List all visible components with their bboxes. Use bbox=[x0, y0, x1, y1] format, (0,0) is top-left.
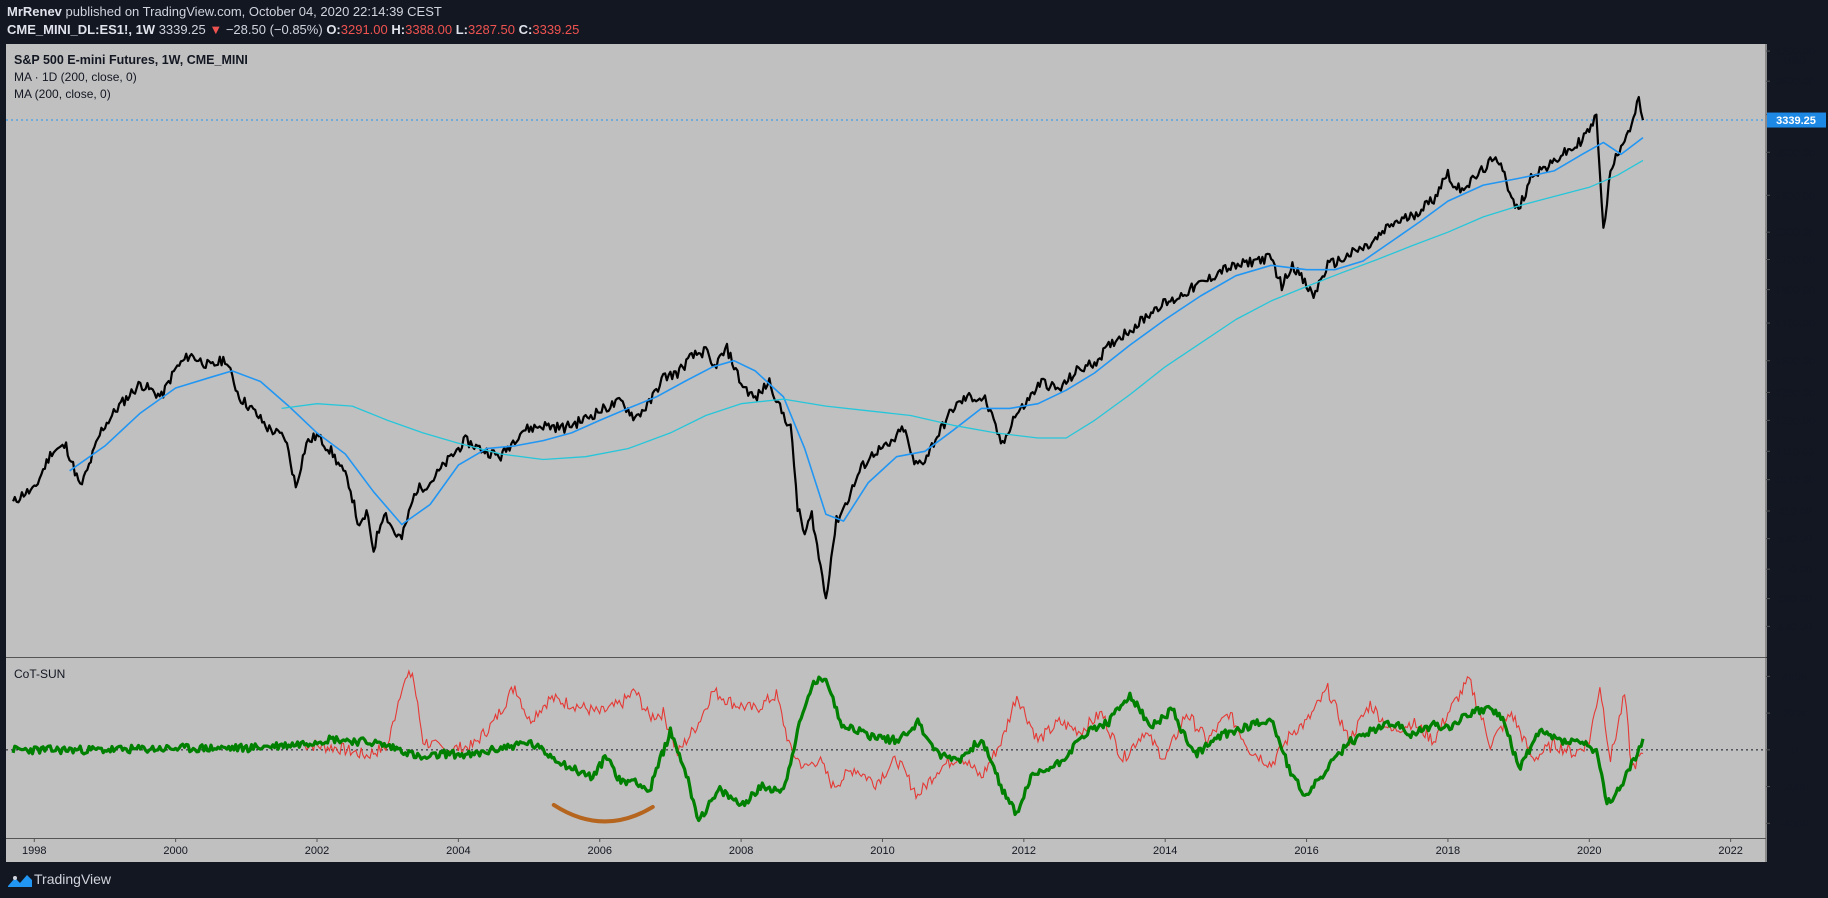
price-axis-ticks: 4200.003800.003400.003000.002600.002300.… bbox=[1766, 46, 1815, 633]
time-tick-label-11: 2020 bbox=[1577, 845, 1601, 857]
price-tick-label-15: 830.00 bbox=[1778, 534, 1812, 546]
price-tick-label-6: 2100.00 bbox=[1775, 255, 1815, 267]
price-tick-label-16: 750.00 bbox=[1778, 564, 1812, 576]
price-tick-label-0: 4200.00 bbox=[1775, 46, 1815, 58]
cot-tick-label-4: -400K bbox=[1780, 818, 1810, 830]
low-value: 3287.50 bbox=[468, 22, 516, 37]
price-series-group bbox=[12, 95, 1645, 600]
cot-title: CoT-SUN bbox=[14, 667, 65, 681]
price-series-line-2 bbox=[281, 159, 1644, 461]
cot-axis-ticks: 400K 200K 0 -200K -400K bbox=[1766, 671, 1810, 830]
header-bar: MrRenev published on TradingView.com, Oc… bbox=[0, 0, 1828, 44]
cot-tick-label-0: 400K bbox=[1782, 671, 1808, 683]
legend-ma-200: MA (200, close, 0) bbox=[14, 87, 111, 101]
price-tick-label-13: 1010.00 bbox=[1775, 475, 1815, 487]
price-tick-label-11: 1230.00 bbox=[1775, 415, 1815, 427]
published-text: published on TradingView.com, October 04… bbox=[65, 4, 442, 19]
close-label: C: bbox=[518, 22, 533, 37]
time-tick-label-6: 2010 bbox=[870, 845, 894, 857]
price-series-line-1 bbox=[69, 136, 1644, 526]
last-price: 3339.25 bbox=[158, 22, 206, 37]
price-tick-label-7: 1900.00 bbox=[1775, 285, 1815, 297]
down-arrow-icon: ▼ bbox=[209, 22, 223, 37]
publish-info: MrRenev published on TradingView.com, Oc… bbox=[7, 4, 442, 19]
chart-title: S&P 500 E-mini Futures, 1W, CME_MINI bbox=[14, 53, 248, 67]
cot-green-line bbox=[11, 675, 1645, 823]
time-axis-ticks: 1998 2000 2002 2004 2006 2008 2010 2012 2014 2016… bbox=[22, 838, 1743, 857]
time-axis[interactable] bbox=[6, 838, 1767, 862]
time-tick-label-2: 2002 bbox=[305, 845, 329, 857]
price-tick-label-8: 1700.00 bbox=[1775, 318, 1815, 330]
price-tick-label-10: 1350.00 bbox=[1775, 387, 1815, 399]
price-tick-label-12: 1110.00 bbox=[1776, 446, 1814, 458]
open-value: 3291.00 bbox=[340, 22, 388, 37]
time-tick-label-3: 2004 bbox=[446, 845, 470, 857]
price-tick-label-14: 910.00 bbox=[1778, 506, 1812, 518]
tradingview-logo-icon[interactable] bbox=[7, 871, 33, 889]
high-label: H: bbox=[391, 22, 406, 37]
symbol-info: CME_MINI_DL:ES1!, 1W 3339.25 ▼ −28.50 (−… bbox=[7, 22, 579, 37]
open-label: O: bbox=[326, 22, 341, 37]
cot-series-group bbox=[11, 669, 1645, 823]
price-tick-label-1: 3800.00 bbox=[1775, 76, 1815, 88]
price-tick-label-5: 2300.00 bbox=[1775, 227, 1815, 239]
time-tick-label-0: 1998 bbox=[22, 845, 46, 857]
tradingview-brand[interactable]: TradingView bbox=[34, 871, 112, 887]
time-tick-label-9: 2016 bbox=[1294, 845, 1318, 857]
time-tick-label-1: 2000 bbox=[163, 845, 187, 857]
low-label: L: bbox=[455, 22, 469, 37]
author-name[interactable]: MrRenev bbox=[7, 4, 62, 19]
time-tick-label-8: 2014 bbox=[1153, 845, 1177, 857]
price-tag: 3339.25 bbox=[1767, 112, 1826, 128]
price-tick-label-4: 2600.00 bbox=[1775, 190, 1815, 202]
price-legend: S&P 500 E-mini Futures, 1W, CME_MINI MA … bbox=[14, 53, 248, 101]
time-tick-label-7: 2012 bbox=[1012, 845, 1036, 857]
cot-tick-label-2: 0 bbox=[1792, 745, 1798, 757]
price-pane[interactable] bbox=[6, 44, 1767, 657]
annotation-arc bbox=[551, 802, 655, 824]
price-tick-label-17: 680.00 bbox=[1778, 594, 1812, 606]
currency-unit: USD bbox=[1783, 55, 1806, 67]
symbol-label[interactable]: CME_MINI_DL:ES1!, 1W bbox=[7, 22, 156, 37]
close-value: 3339.25 bbox=[532, 22, 580, 37]
price-series-line-0 bbox=[12, 95, 1645, 600]
time-tick-label-5: 2008 bbox=[729, 845, 753, 857]
price-tag-label: 3339.25 bbox=[1776, 115, 1816, 127]
cot-tick-label-1: 200K bbox=[1782, 708, 1808, 720]
price-tag-box bbox=[1767, 112, 1826, 128]
time-tick-label-12: 2022 bbox=[1718, 845, 1742, 857]
footer-bar: TradingView bbox=[0, 862, 1828, 898]
price-tick-label-18: 620.00 bbox=[1778, 621, 1812, 633]
time-tick-label-4: 2006 bbox=[587, 845, 611, 857]
price-change: −28.50 (−0.85%) bbox=[225, 22, 323, 37]
cot-tick-label-3: -200K bbox=[1780, 782, 1810, 794]
legend-ma-1d: MA · 1D (200, close, 0) bbox=[14, 70, 137, 84]
chart-canvas[interactable]: 4200.003800.003400.003000.002600.002300.… bbox=[0, 44, 1828, 862]
time-tick-label-10: 2018 bbox=[1436, 845, 1460, 857]
high-value: 3388.00 bbox=[405, 22, 453, 37]
price-tick-label-9: 1500.00 bbox=[1775, 356, 1815, 368]
price-tick-label-3: 3000.00 bbox=[1775, 147, 1815, 159]
